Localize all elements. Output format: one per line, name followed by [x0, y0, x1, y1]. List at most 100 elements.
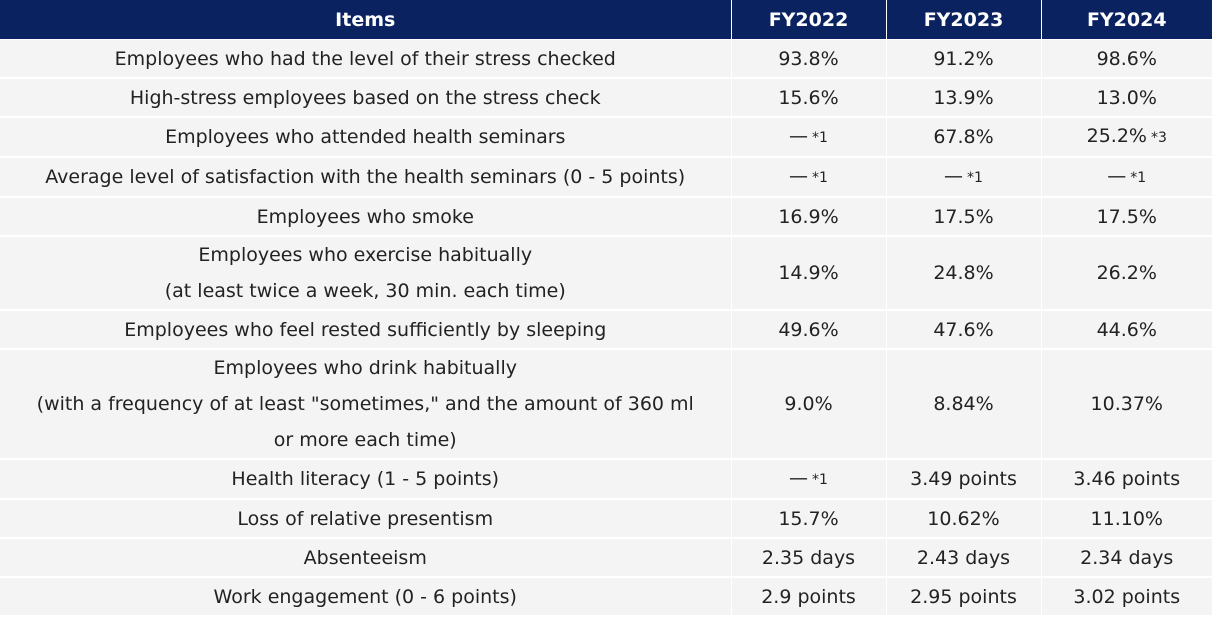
value-text: 8.84%	[933, 393, 994, 415]
item-label: Absenteeism	[303, 546, 427, 569]
value-text: 16.9%	[778, 205, 839, 228]
value-text: 13.0%	[1096, 86, 1157, 109]
table-row: Average level of satisfaction with the h…	[0, 157, 1212, 198]
item-label: Employees who exercise habitually	[198, 244, 533, 266]
item-cell: Employees who smoke	[0, 197, 732, 237]
value-text: 2.34 days	[1080, 546, 1174, 569]
value-cell-fy2022: 2.9 points	[731, 577, 887, 617]
item-label: Health literacy (1 - 5 points)	[231, 468, 500, 490]
value-cell-fy2022: 16.9%	[731, 197, 887, 237]
value-cell-fy2024: 3.02 points	[1041, 577, 1212, 617]
value-cell-fy2024: 13.0%	[1041, 78, 1212, 118]
value-cell-fy2024: 17.5%	[1041, 197, 1212, 237]
value-cell-fy2023: 17.5%	[886, 197, 1042, 237]
value-footnote-marker: *1	[1130, 170, 1147, 186]
value-text: 93.8%	[778, 47, 839, 70]
header-fy2022: FY2022	[731, 0, 887, 40]
value-footnote-marker: *1	[812, 170, 828, 186]
item-label: Employees who smoke	[256, 205, 474, 228]
item-cell: Employees who drink habitually (with a fr…	[0, 349, 732, 460]
value-text: 15.7%	[778, 507, 839, 530]
value-cell-fy2023: 2.43 days	[886, 538, 1042, 578]
table-row: Employees who exercise habitually (at lea…	[0, 236, 1212, 311]
value-text: —	[789, 125, 809, 147]
item-cell: Health literacy (1 - 5 points)	[0, 459, 732, 500]
value-cell-fy2023: 3.49 points	[886, 459, 1042, 500]
value-cell-fy2023: 8.84%	[886, 349, 1042, 460]
item-cell: Employees who exercise habitually (at lea…	[0, 236, 732, 311]
value-footnote-marker: *3	[1150, 130, 1167, 146]
value-text: 25.2%	[1086, 125, 1147, 147]
item-cell: Employees who had the level of their str…	[0, 39, 732, 79]
value-text: 15.6%	[778, 86, 839, 109]
item-label: (with a frequency of at least "sometimes…	[36, 393, 694, 415]
value-text: 91.2%	[933, 47, 994, 70]
item-label: Employees who feel rested sufficiently b…	[124, 318, 607, 341]
table-row: Employees who feel rested sufficiently b…	[0, 310, 1212, 350]
value-text: 14.9%	[778, 262, 839, 284]
value-cell-fy2024: 10.37%	[1041, 349, 1212, 460]
value-cell-fy2023: 10.62%	[886, 499, 1042, 539]
value-text: —	[789, 467, 809, 489]
value-cell-fy2024: 3.46 points	[1041, 459, 1212, 500]
item-cell: Absenteeism	[0, 538, 732, 578]
value-cell-fy2022: 2.35 days	[731, 538, 887, 578]
value-cell-fy2023: — *1	[886, 157, 1042, 198]
value-text: 2.43 days	[916, 546, 1011, 569]
item-cell: Employees who attended health seminars	[0, 117, 732, 158]
item-cell: Average level of satisfaction with the h…	[0, 157, 732, 198]
value-cell-fy2024: 2.34 days	[1041, 538, 1212, 578]
value-text: 3.46 points	[1073, 468, 1181, 490]
header-fy2023: FY2023	[886, 0, 1042, 40]
header-row: Items FY2022 FY2023 FY2024	[0, 0, 1212, 40]
value-text: 10.62%	[927, 507, 1000, 530]
value-cell-fy2022: 9.0%	[731, 349, 887, 460]
table-row: Absenteeism 2.35 days 2.43 days 2.34 days	[0, 538, 1212, 578]
table-row: Employees who attended health seminars — *…	[0, 117, 1212, 158]
value-text: 24.8%	[933, 262, 994, 284]
value-text: 9.0%	[784, 393, 833, 415]
value-cell-fy2023: 67.8%	[886, 117, 1042, 158]
item-label: Employees who attended health seminars	[165, 126, 566, 148]
value-cell-fy2022: 15.6%	[731, 78, 887, 118]
value-footnote-marker: *1	[812, 130, 828, 146]
value-cell-fy2022: 49.6%	[731, 310, 887, 350]
table-body: Employees who had the level of their str…	[0, 39, 1212, 617]
value-cell-fy2022: — *1	[731, 459, 887, 500]
value-cell-fy2024: 44.6%	[1041, 310, 1212, 350]
value-text: 3.02 points	[1073, 585, 1181, 608]
value-cell-fy2024: 11.10%	[1041, 499, 1212, 539]
table-row: Employees who smoke 16.9% 17.5% 17.5%	[0, 197, 1212, 237]
value-text: 17.5%	[933, 205, 994, 228]
value-text: 26.2%	[1096, 262, 1157, 284]
value-cell-fy2022: 14.9%	[731, 236, 887, 311]
value-cell-fy2024: 25.2% *3	[1041, 117, 1212, 158]
value-text: 44.6%	[1096, 318, 1157, 341]
item-label: Work engagement (0 - 6 points)	[213, 585, 517, 608]
value-cell-fy2024: — *1	[1041, 157, 1212, 198]
header-fy2024: FY2024	[1041, 0, 1212, 40]
table-row: Loss of relative presentism 15.7% 10.62% 11…	[0, 499, 1212, 539]
value-footnote-marker: *1	[967, 170, 983, 186]
value-cell-fy2023: 24.8%	[886, 236, 1042, 311]
item-label: Loss of relative presentism	[237, 507, 494, 530]
header-items: Items	[0, 0, 732, 40]
item-cell: Employees who feel rested sufficiently b…	[0, 310, 732, 350]
table-row: Work engagement (0 - 6 points) 2.9 points…	[0, 577, 1212, 617]
value-cell-fy2024: 98.6%	[1041, 39, 1212, 79]
value-cell-fy2022: 93.8%	[731, 39, 887, 79]
value-text: —	[1107, 165, 1127, 187]
value-text: 98.6%	[1096, 47, 1157, 70]
value-text: 67.8%	[933, 126, 994, 148]
value-cell-fy2022: — *1	[731, 117, 887, 158]
value-cell-fy2022: 15.7%	[731, 499, 887, 539]
value-text: 13.9%	[933, 86, 994, 109]
value-cell-fy2022: — *1	[731, 157, 887, 198]
value-text: —	[944, 165, 964, 187]
item-label: High-stress employees based on the stres…	[129, 86, 601, 109]
item-label: (at least twice a week, 30 min. each tim…	[164, 280, 566, 302]
value-cell-fy2023: 91.2%	[886, 39, 1042, 79]
value-text: 47.6%	[933, 318, 994, 341]
value-cell-fy2023: 47.6%	[886, 310, 1042, 350]
